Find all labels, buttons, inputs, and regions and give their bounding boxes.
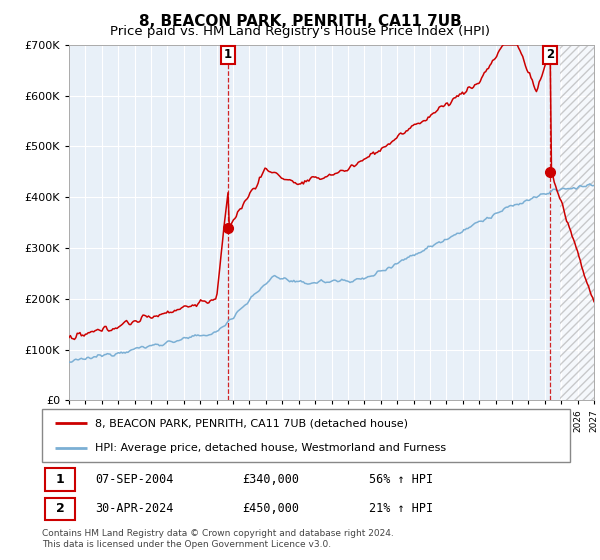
FancyBboxPatch shape bbox=[44, 498, 75, 520]
Text: 30-APR-2024: 30-APR-2024 bbox=[95, 502, 173, 515]
Text: Price paid vs. HM Land Registry's House Price Index (HPI): Price paid vs. HM Land Registry's House … bbox=[110, 25, 490, 38]
Text: 56% ↑ HPI: 56% ↑ HPI bbox=[370, 473, 433, 486]
Text: 8, BEACON PARK, PENRITH, CA11 7UB (detached house): 8, BEACON PARK, PENRITH, CA11 7UB (detac… bbox=[95, 418, 408, 428]
Text: £450,000: £450,000 bbox=[242, 502, 299, 515]
Text: 21% ↑ HPI: 21% ↑ HPI bbox=[370, 502, 433, 515]
Text: HPI: Average price, detached house, Westmorland and Furness: HPI: Average price, detached house, West… bbox=[95, 442, 446, 452]
FancyBboxPatch shape bbox=[44, 468, 75, 491]
Text: 07-SEP-2004: 07-SEP-2004 bbox=[95, 473, 173, 486]
Text: Contains HM Land Registry data © Crown copyright and database right 2024.
This d: Contains HM Land Registry data © Crown c… bbox=[42, 529, 394, 549]
Text: 8, BEACON PARK, PENRITH, CA11 7UB: 8, BEACON PARK, PENRITH, CA11 7UB bbox=[139, 14, 461, 29]
Text: 2: 2 bbox=[56, 502, 64, 515]
Bar bbox=[560, 45, 594, 400]
Text: 1: 1 bbox=[56, 473, 64, 486]
Text: £340,000: £340,000 bbox=[242, 473, 299, 486]
FancyBboxPatch shape bbox=[42, 409, 570, 462]
Text: 2: 2 bbox=[546, 49, 554, 62]
Text: 1: 1 bbox=[224, 49, 232, 62]
